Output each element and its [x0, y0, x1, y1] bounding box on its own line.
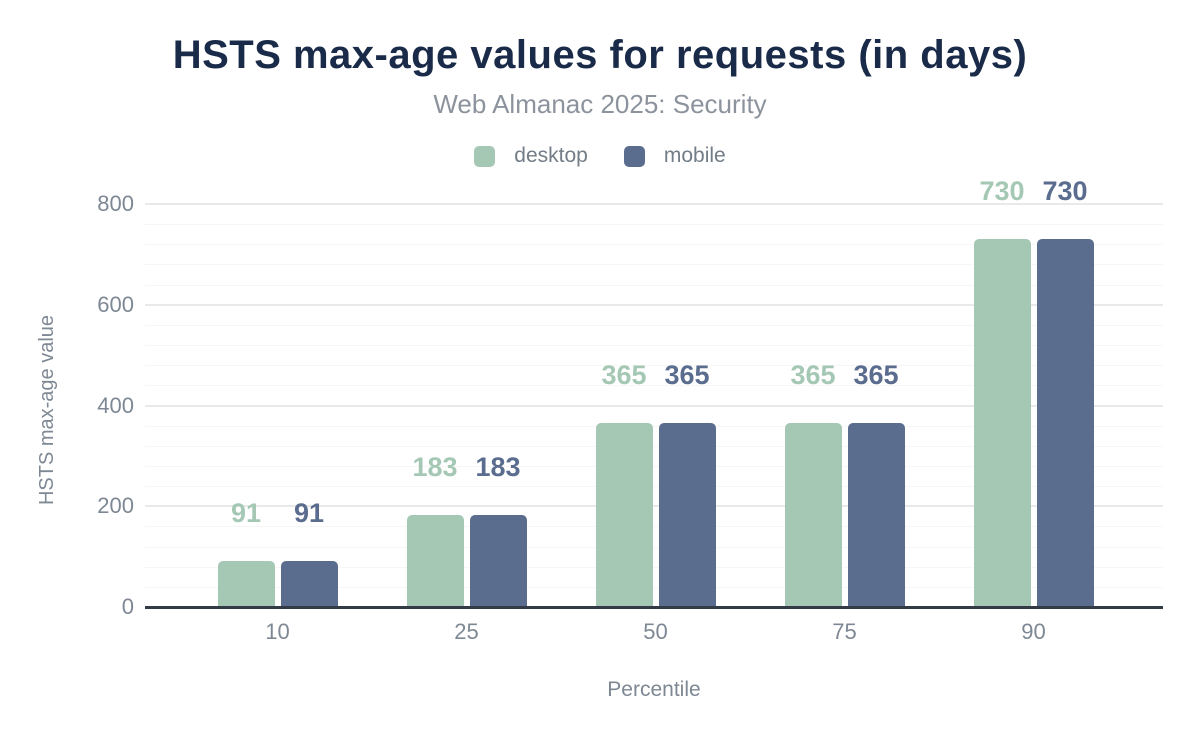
gridline-minor-320	[145, 445, 1163, 447]
legend-item-mobile[interactable]: mobile	[623, 144, 726, 168]
y-axis-title: HSTS max-age value	[36, 314, 58, 506]
gridline-minor-240	[145, 486, 1163, 488]
value-label-mobile-p10: 91	[293, 498, 325, 529]
x-tick-label-25: 25	[454, 619, 479, 644]
value-label-desktop-p10: 91	[230, 498, 262, 529]
value-label-desktop-p90: 730	[979, 176, 1025, 207]
gridline-minor-120	[145, 546, 1163, 548]
gridline-major-200	[145, 505, 1163, 508]
bar-mobile-p50[interactable]	[658, 423, 716, 607]
x-tick-label-10: 10	[265, 619, 290, 644]
x-axis-title: Percentile	[607, 678, 701, 701]
bar-desktop-p50[interactable]	[595, 423, 653, 607]
gridline-minor-480	[145, 365, 1163, 367]
chart-title: HSTS max-age values for requests (in day…	[172, 33, 1028, 77]
y-tick-label-800: 800	[97, 191, 134, 216]
bar-mobile-p25[interactable]	[469, 514, 527, 607]
bar-mobile-p10[interactable]	[280, 561, 338, 607]
bar-desktop-p25[interactable]	[406, 514, 464, 607]
value-label-desktop-p25: 183	[412, 451, 458, 482]
x-tick-label-50: 50	[643, 619, 668, 644]
gridline-minor-560	[145, 324, 1163, 326]
y-tick-label-0: 0	[121, 594, 134, 619]
gridline-minor-440	[145, 385, 1163, 387]
gridline-minor-280	[145, 465, 1163, 467]
chart-subtitle: Web Almanac 2025: Security	[433, 89, 767, 119]
bar-desktop-p90[interactable]	[973, 239, 1031, 607]
bar-mobile-p90[interactable]	[1036, 239, 1094, 607]
legend-swatch-desktop	[474, 145, 496, 167]
gridline-minor-160	[145, 526, 1163, 528]
value-label-mobile-p50: 365	[664, 360, 710, 391]
y-tick-label-200: 200	[97, 493, 134, 519]
value-label-desktop-p50: 365	[601, 360, 647, 391]
bar-desktop-p75[interactable]	[784, 423, 842, 607]
gridline-major-800	[145, 203, 1163, 205]
gridline-minor-520	[145, 345, 1163, 347]
value-label-mobile-p90: 730	[1042, 176, 1088, 207]
gridline-minor-80	[145, 566, 1163, 568]
gridline-major-600	[145, 303, 1163, 306]
bar-desktop-p10[interactable]	[217, 561, 275, 607]
legend: desktop mobile	[0, 143, 1200, 169]
bar-mobile-p75[interactable]	[847, 423, 905, 607]
value-label-desktop-p75: 365	[790, 360, 836, 391]
y-tick-label-600: 600	[97, 291, 134, 317]
x-axis-line	[145, 606, 1163, 609]
legend-item-desktop[interactable]: desktop	[474, 144, 588, 168]
x-tick-label-75: 75	[832, 619, 857, 644]
gridline-minor-760	[145, 224, 1163, 226]
gridline-minor-680	[145, 264, 1163, 266]
x-tick-label-90: 90	[1021, 619, 1046, 644]
gridline-minor-40	[145, 586, 1163, 588]
legend-label-desktop: desktop	[514, 144, 588, 167]
gridline-minor-360	[145, 425, 1163, 427]
gridline-minor-720	[145, 244, 1163, 246]
gridline-major-400	[145, 404, 1163, 407]
legend-swatch-mobile	[623, 145, 645, 167]
y-tick-label-400: 400	[97, 392, 134, 418]
value-label-mobile-p75: 365	[853, 360, 899, 391]
legend-label-mobile: mobile	[663, 144, 726, 167]
gridline-minor-640	[145, 284, 1163, 286]
value-label-mobile-p25: 183	[475, 451, 521, 482]
